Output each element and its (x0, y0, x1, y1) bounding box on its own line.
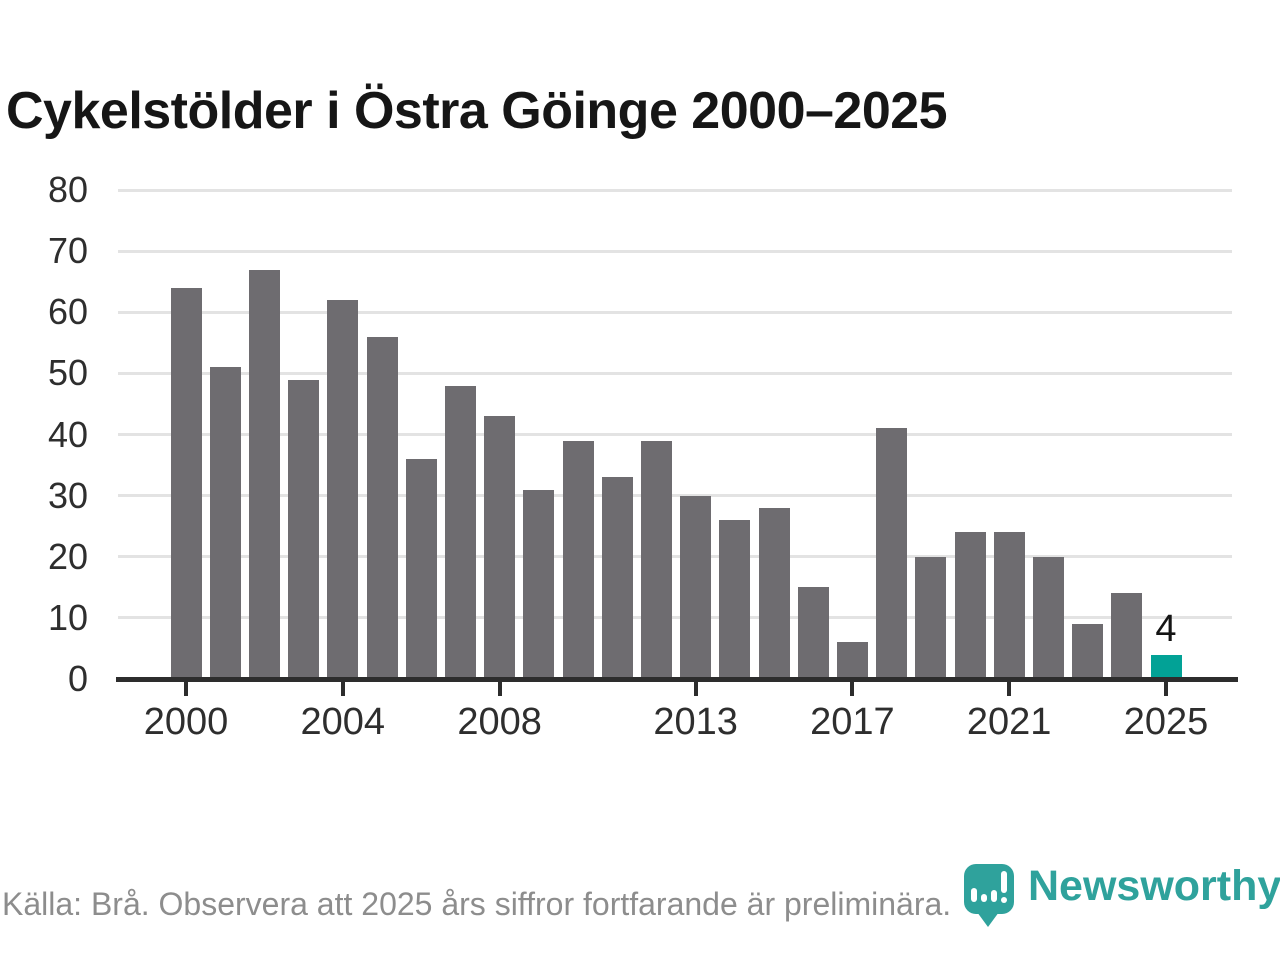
chart-title: Cykelstölder i Östra Göinge 2000–2025 (6, 81, 948, 140)
x-axis-label-2017: 2017 (810, 701, 895, 743)
gridline-20 (118, 555, 1232, 559)
bar-2019 (915, 556, 947, 680)
logo-pin-tail (977, 912, 999, 927)
logo-bar-1 (971, 888, 977, 902)
y-axis-label-20: 20 (47, 535, 88, 577)
bar-2021 (993, 532, 1025, 679)
x-tick-2021 (1007, 681, 1012, 696)
x-axis-label-2013: 2013 (653, 701, 738, 743)
x-axis-label-2021: 2021 (966, 701, 1052, 743)
x-tick-2013 (693, 681, 698, 696)
x-tick-2025 (1164, 681, 1168, 696)
y-axis-label-80: 80 (47, 169, 88, 210)
bar-2016 (797, 587, 829, 679)
bar-2020 (954, 532, 986, 679)
bar-2006 (405, 459, 437, 679)
x-tick-2004 (340, 681, 345, 696)
gridline-40 (118, 433, 1232, 436)
gridline-60 (118, 310, 1232, 314)
x-axis-label-2004: 2004 (300, 701, 386, 743)
highlight-value-label: 4 (1155, 607, 1177, 650)
y-axis-label-10: 10 (47, 596, 88, 638)
logo-bar-3 (991, 890, 997, 902)
bar-2014 (719, 520, 751, 679)
bar-2004 (327, 300, 359, 679)
x-axis-label-2025: 2025 (1123, 701, 1209, 743)
gridline-70 (118, 249, 1232, 253)
y-axis-label-60: 60 (47, 291, 88, 333)
bar-2010 (562, 440, 594, 679)
bar-2017 (836, 642, 868, 679)
gridline-10 (118, 616, 1232, 620)
y-axis-label-70: 70 (47, 230, 88, 272)
bar-2003 (288, 379, 320, 679)
source-note: Källa: Brå. Observera att 2025 års siffr… (2, 886, 952, 922)
bar-2011 (601, 477, 633, 679)
x-tick-2017 (850, 681, 855, 696)
bar-2012 (640, 440, 672, 679)
y-axis-label-50: 50 (47, 352, 88, 394)
bar-2001 (209, 367, 241, 679)
bar-2008 (484, 416, 516, 679)
x-axis-label-2008: 2008 (457, 701, 542, 743)
bar-2007 (444, 385, 476, 679)
bar-2018 (876, 428, 908, 679)
gridline-50 (118, 371, 1232, 375)
x-axis-line (116, 677, 1238, 682)
y-axis-label-30: 30 (47, 474, 88, 516)
bar-2013 (680, 495, 712, 679)
x-tick-2000 (184, 681, 188, 696)
bar-2009 (523, 489, 555, 679)
bar-2025 (1150, 654, 1182, 679)
y-axis-label-40: 40 (47, 413, 88, 455)
x-axis-label-2000: 2000 (143, 701, 229, 743)
logo-bar-4 (1001, 871, 1007, 893)
bar-2005 (366, 336, 398, 679)
newsworthy-logo-icon (964, 864, 1014, 914)
x-tick-2008 (497, 681, 502, 696)
bar-2022 (1032, 556, 1064, 680)
gridline-80 (118, 188, 1232, 192)
bar-2024 (1111, 593, 1143, 679)
bar-2023 (1072, 624, 1104, 679)
bar-2015 (758, 507, 790, 680)
gridline-30 (118, 494, 1232, 498)
logo-bar-2 (981, 894, 987, 902)
newsworthy-logo[interactable]: Newsworthy (964, 862, 1280, 928)
logo-bar-dot (1001, 897, 1007, 903)
newsworthy-logo-text: Newsworthy (1028, 862, 1280, 910)
bar-2000 (170, 287, 202, 679)
y-axis-label-0: 0 (67, 658, 88, 699)
bar-2002 (248, 269, 280, 679)
